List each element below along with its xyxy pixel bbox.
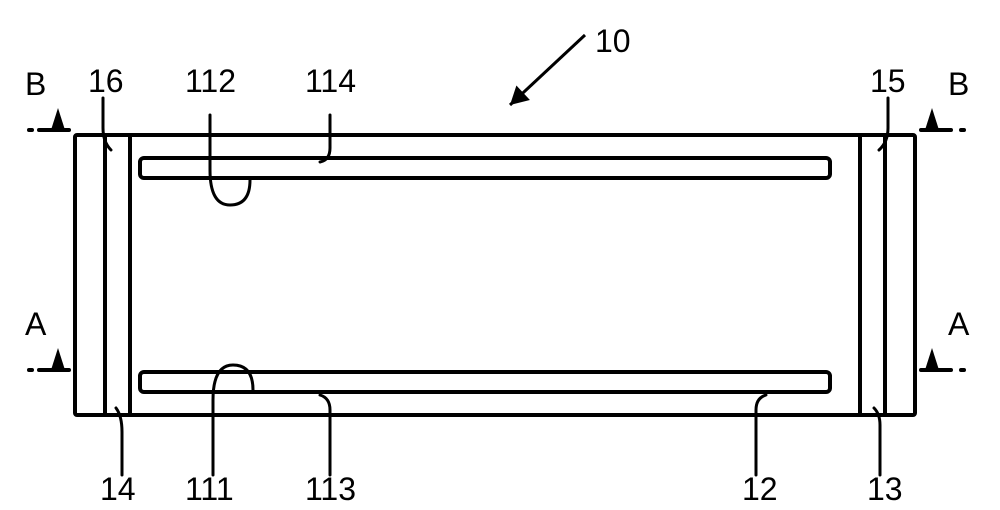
section-arrowhead: [51, 348, 65, 370]
label-13: 13: [867, 471, 903, 507]
label-114: 114: [305, 63, 356, 99]
label-111: 111: [185, 471, 234, 507]
leader-ref113: [320, 395, 330, 475]
bottom-plate: [140, 372, 830, 392]
leader-ref12: [756, 395, 766, 475]
label-15: 15: [870, 63, 906, 99]
leader-ref111: [213, 365, 253, 475]
leader-ref16: [103, 98, 111, 150]
label-16: 16: [88, 63, 124, 99]
section-arrowhead: [925, 348, 939, 370]
label-113: 113: [305, 471, 356, 507]
label-B-right: B: [948, 66, 969, 102]
section-arrowhead: [51, 108, 65, 130]
section-arrowhead: [925, 108, 939, 130]
label-A-left: A: [25, 306, 47, 342]
label-12: 12: [742, 471, 778, 507]
leader-ref15: [879, 98, 888, 150]
leader-ref114: [320, 115, 330, 162]
label-B-left: B: [25, 66, 46, 102]
technical-drawing: 10 16 112 114 15 14 111 113 12 13 B B A A: [0, 0, 1000, 510]
leader-ref13: [874, 408, 880, 475]
label-10: 10: [595, 23, 631, 59]
leader-ref14: [116, 408, 122, 475]
top-plate: [140, 158, 830, 178]
label-A-right: A: [948, 306, 970, 342]
label-14: 14: [100, 471, 136, 507]
label-112: 112: [185, 63, 236, 99]
